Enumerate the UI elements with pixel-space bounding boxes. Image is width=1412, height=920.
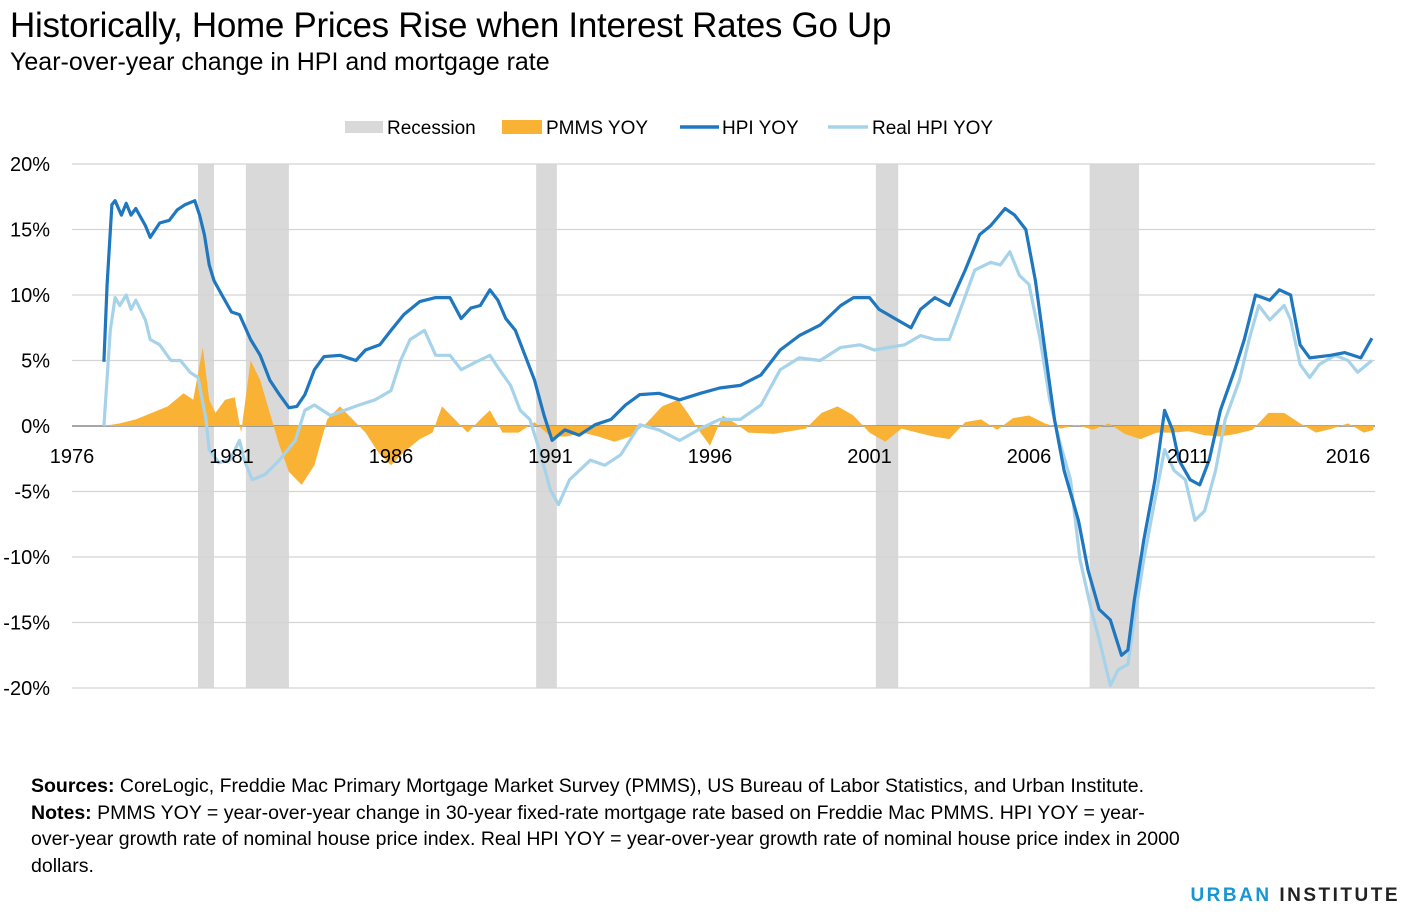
- x-axis-ticks: 1976 1981 1986 1991 1996 2001 2006 2011 2016: [50, 446, 1371, 468]
- logo-institute: INSTITUTE: [1279, 885, 1400, 906]
- x-tick-label: 1986: [369, 446, 414, 468]
- chart-subtitle: Year-over-year change in HPI and mortgag…: [10, 48, 550, 76]
- legend: Recession PMMS YOY HPI YOY Real HPI YOY: [345, 118, 993, 139]
- footnotes: Sources: CoreLogic, Freddie Mac Primary …: [31, 773, 1181, 879]
- x-tick-label: 1996: [688, 446, 733, 468]
- urban-institute-logo: URBAN INSTITUTE: [1190, 885, 1400, 907]
- y-tick-label: -10%: [3, 547, 50, 569]
- sources-label: Sources:: [31, 775, 115, 797]
- x-tick-label: 1991: [528, 446, 573, 468]
- legend-swatch-recession: [345, 121, 383, 133]
- y-tick-label: 5%: [21, 351, 50, 373]
- x-tick-label: 1981: [209, 446, 254, 468]
- y-tick-label: -5%: [14, 482, 50, 504]
- y-tick-label: -15%: [3, 613, 50, 635]
- legend-label-hpi: HPI YOY: [722, 118, 799, 139]
- y-tick-label: 20%: [10, 154, 50, 176]
- notes-label: Notes:: [31, 801, 92, 824]
- logo-urban: URBAN: [1190, 885, 1272, 906]
- notes-text: PMMS YOY = year-over-year change in 30-y…: [31, 801, 1180, 877]
- chart: Recession PMMS YOY HPI YOY Real HPI YOY …: [3, 118, 1375, 700]
- series-line-real-hpi-yoy: [102, 250, 1373, 688]
- x-tick-label: 2016: [1326, 446, 1371, 468]
- y-tick-label: 15%: [10, 220, 50, 242]
- notes-note: Notes: PMMS YOY = year-over-year change …: [31, 800, 1181, 880]
- x-tick-label: 2006: [1007, 446, 1052, 468]
- x-tick-label: 1976: [50, 446, 95, 468]
- y-tick-label: 10%: [10, 285, 50, 307]
- sources-text: CoreLogic, Freddie Mac Primary Mortgage …: [114, 775, 1145, 797]
- legend-swatch-pmms: [502, 120, 542, 134]
- sources-note: Sources: CoreLogic, Freddie Mac Primary …: [31, 773, 1181, 800]
- legend-label-pmms: PMMS YOY: [546, 118, 648, 139]
- y-tick-label: 0%: [21, 416, 50, 438]
- legend-label-recession: Recession: [387, 118, 476, 139]
- y-axis-ticks: 20% 15% 10% 5% 0% -5% -10% -15% -20%: [3, 154, 50, 700]
- series-line-hpi-yoy: [102, 199, 1374, 657]
- chart-title: Historically, Home Prices Rise when Inte…: [10, 6, 892, 45]
- series-layer: [102, 199, 1374, 688]
- legend-label-real-hpi: Real HPI YOY: [872, 118, 993, 139]
- x-tick-label: 2001: [847, 446, 892, 468]
- y-tick-label: -20%: [3, 678, 50, 700]
- x-tick-label: 2011: [1167, 446, 1210, 468]
